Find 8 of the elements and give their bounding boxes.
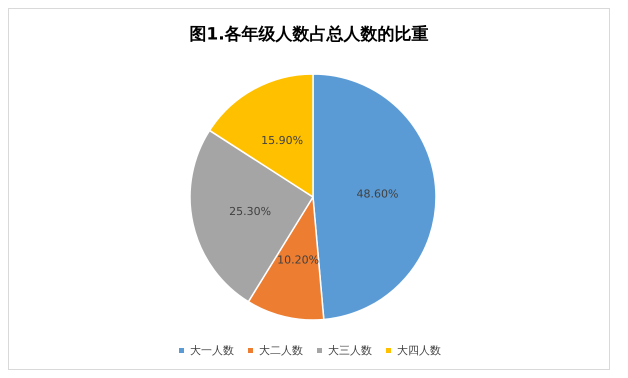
- data-label: 15.90%: [261, 134, 304, 147]
- chart-title: 图1.各年级人数占总人数的比重: [189, 24, 429, 44]
- data-label: 25.30%: [229, 204, 272, 218]
- legend-label: 大三人数: [328, 344, 372, 357]
- legend-label: 大一人数: [190, 344, 234, 357]
- data-label: 48.60%: [356, 188, 398, 201]
- legend-label: 大四人数: [397, 344, 441, 357]
- legend-label: 大二人数: [259, 344, 303, 357]
